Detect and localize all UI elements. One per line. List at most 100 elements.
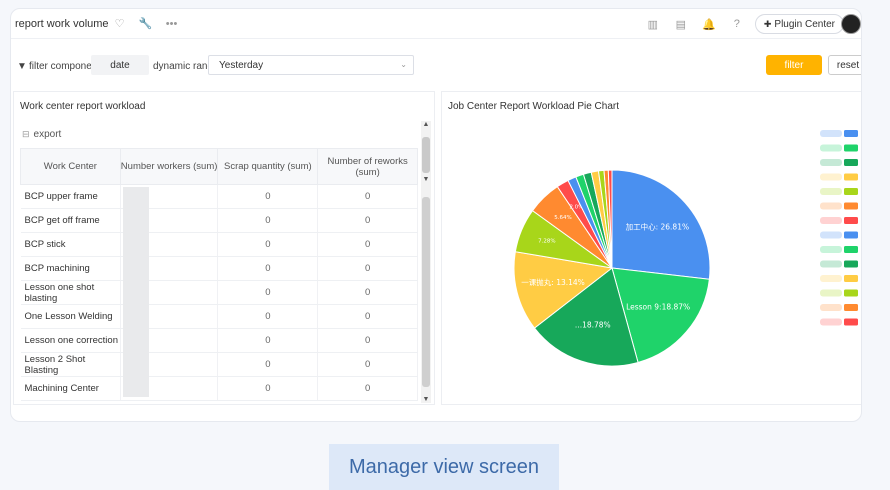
avatar[interactable] [841,14,861,34]
pie-slice[interactable] [611,169,711,280]
rework-cell: 0 [317,256,418,281]
table-row[interactable]: Lesson one correction 0 0 [20,328,418,353]
pie-slice[interactable] [533,267,639,367]
pie-slice[interactable] [607,169,613,269]
rework-cell: 0 [317,208,418,233]
export-button[interactable]: ⊟ export [22,129,61,140]
wrench-icon[interactable]: 🔧 [138,18,153,30]
filter-component-label: filter component [29,61,101,72]
slice-label: ...18.78% [575,321,611,330]
scrap-cell: 0 [217,376,319,401]
bell-icon[interactable]: 🔔 [702,18,716,31]
range-value: Yesterday [219,59,264,71]
filter-bar: ▼ filter component date dynamic range Ye… [11,39,861,89]
legend-swatch[interactable] [844,130,858,137]
legend-swatch[interactable] [844,231,858,239]
rework-cell: 0 [317,232,418,257]
legend-swatch[interactable] [844,159,858,166]
dynamic-range-label: dynamic range [153,61,219,72]
scrap-cell: 0 [217,208,319,233]
legend-swatch[interactable] [844,289,858,297]
legend-swatch[interactable] [844,188,858,195]
table-row[interactable]: BCP upper frame 0 0 [20,184,418,209]
legend-text-placeholder [820,202,842,210]
scroll-down-icon[interactable]: ▼ [422,396,430,403]
filter-icon: ▼ [17,61,27,72]
column-header[interactable]: Scrap quantity (sum) [217,148,319,185]
table-row[interactable]: BCP get off frame 0 0 [20,208,418,233]
legend-swatch[interactable] [844,217,858,224]
legend-swatch[interactable] [844,260,858,268]
work-center-cell: Lesson one correction [20,328,121,353]
legend-text-placeholder [820,246,842,253]
work-center-cell: BCP stick [20,232,121,257]
table-scrollbar[interactable]: ▲ ▼ ▼ [421,121,431,403]
plugin-center-label: Plugin Center [774,18,835,30]
work-center-cell: Lesson 2 Shot Blasting [20,352,121,377]
column-header[interactable]: Number workers (sum) [119,148,219,185]
reset-button[interactable]: reset [828,55,861,75]
legend-text-placeholder [820,159,842,166]
scrollbar-thumb[interactable] [422,137,430,173]
table-row[interactable]: One Lesson Welding 0 0 [20,304,418,329]
slice-label: 2.0% [569,205,583,211]
more-icon[interactable]: ••• [165,17,178,30]
legend-text-placeholder [820,130,842,137]
scrap-cell: 0 [217,328,319,353]
scroll-up-icon[interactable]: ▲ [422,121,430,128]
scrollbar-thumb[interactable] [422,197,430,387]
filter-button[interactable]: filter [766,55,822,75]
legend-text-placeholder [820,188,842,195]
work-center-table-panel: Work center report workload ⊟ export Wor… [13,91,435,405]
help-icon[interactable]: ? [733,18,740,30]
document-icon[interactable]: ▤ [675,18,687,31]
top-bar: report work volume ♡ 🔧 ••• ▥ ▤ 🔔 ? ✚ Plu… [11,9,861,39]
heart-icon[interactable]: ♡ [114,18,125,30]
range-select[interactable]: Yesterday ⌄ [208,55,414,75]
scrap-cell: 0 [217,232,319,257]
legend-swatch[interactable] [844,202,858,210]
legend-swatch[interactable] [844,173,858,181]
redacted-column-mask [123,187,149,397]
legend-swatch[interactable] [844,246,858,253]
bar-chart-icon[interactable]: ▥ [647,18,659,31]
table-panel-title: Work center report workload [20,101,146,112]
legend-text-placeholder [820,231,842,239]
work-center-cell: Lesson one shot blasting [20,280,121,305]
scrap-cell: 0 [217,256,319,281]
export-label: export [33,129,62,140]
legend-text-placeholder [820,289,842,297]
pie-slice[interactable] [611,267,710,364]
table-row[interactable]: BCP machining 0 0 [20,256,418,281]
table-row[interactable]: Lesson one shot blasting 0 0 [20,280,418,305]
table-row[interactable]: BCP stick 0 0 [20,232,418,257]
pie-chart: 加工中心: 26.81% Lesson 9:18.87% ...18.78% 一课抛丸… [513,130,858,367]
plugin-center-button[interactable]: ✚ Plugin Center [754,14,844,34]
rework-cell: 0 [317,328,418,353]
legend-swatch[interactable] [844,318,858,326]
rework-cell: 0 [317,352,418,377]
column-header[interactable]: Work Center [20,148,121,185]
rework-cell: 0 [317,184,418,209]
legend-text-placeholder [820,173,842,181]
legend-swatch[interactable] [844,275,858,282]
table-row[interactable]: Machining Center 0 0 [20,376,418,401]
scroll-down-icon[interactable]: ▼ [422,176,430,183]
legend-swatch[interactable] [844,304,858,311]
legend-swatch[interactable] [844,144,858,152]
scrap-cell: 0 [217,184,319,209]
column-header[interactable]: Number of reworks (sum) [317,148,418,185]
work-center-cell: BCP upper frame [20,184,121,209]
export-icon: ⊟ [22,129,30,139]
scrap-cell: 0 [217,304,319,329]
caption-banner: Manager view screen [329,444,559,490]
date-field[interactable]: date [91,55,149,75]
table-row[interactable]: Lesson 2 Shot Blasting 0 0 [20,352,418,377]
legend-text-placeholder [820,144,842,152]
legend-text-placeholder [820,260,842,268]
slice-label: 7.28% [538,238,555,244]
pie-slice[interactable] [513,251,614,329]
scrap-cell: 0 [217,352,319,377]
slice-label: 一课抛丸: 13.14% [521,277,585,287]
chevron-down-icon: ⌄ [400,60,407,69]
